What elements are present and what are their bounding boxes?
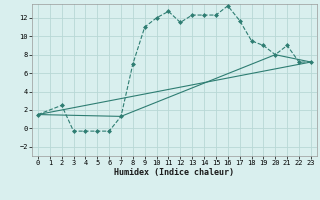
X-axis label: Humidex (Indice chaleur): Humidex (Indice chaleur) — [115, 168, 234, 177]
